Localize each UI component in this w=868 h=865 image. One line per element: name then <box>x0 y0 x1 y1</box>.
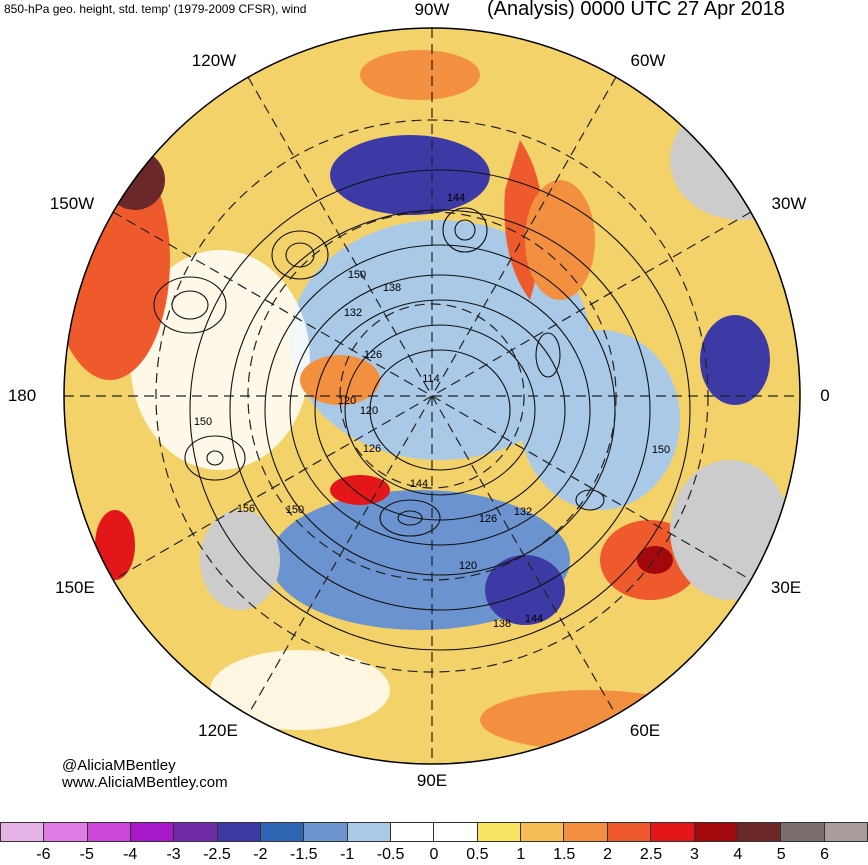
warm-anomaly <box>360 50 480 100</box>
map-title: 850-hPa geo. height, std. temp' (1979-20… <box>4 2 307 16</box>
lon-label-120e: 120E <box>198 721 238 740</box>
cold-anomaly <box>330 135 490 215</box>
cold-anomaly <box>290 220 590 460</box>
contour-label: 144 <box>525 613 543 625</box>
colorbar-swatch <box>44 822 88 842</box>
contour-label: 150 <box>652 444 670 456</box>
colorbar-swatch <box>304 822 348 842</box>
colorbar-label: 6 <box>820 846 830 863</box>
colorbar-label: -1 <box>340 846 355 863</box>
colorbar-label: -2.5 <box>203 846 231 863</box>
cold-anomaly <box>485 555 565 625</box>
colorbar-label: -0.5 <box>376 846 405 863</box>
credit-site: www.AliciaMBentley.com <box>62 774 228 791</box>
colorbar-swatch <box>347 822 392 842</box>
contour-label: 120 <box>360 405 378 417</box>
contour-label: 150 <box>286 504 304 516</box>
colorbar-swatch <box>737 822 782 842</box>
valid-time: (Analysis) 0000 UTC 27 Apr 2018 <box>487 0 785 20</box>
colorbar-label: -3 <box>166 846 181 863</box>
colorbar-labels: -6 -5 -4 -3 -2.5 -2 -1.5 -1 -0.5 0 0.5 1 1.5 2 2.5 3 4 5 6 <box>0 846 868 865</box>
colorbar-label: 1.5 <box>553 846 576 863</box>
colorbar-label: 1 <box>516 846 526 863</box>
map-boundary <box>63 27 801 765</box>
height-contours <box>153 169 691 651</box>
colorbar-swatch <box>217 822 262 842</box>
contour-label: 120 <box>338 395 356 407</box>
colorbar-swatch <box>694 822 738 842</box>
colorbar-swatch <box>521 822 565 842</box>
warm-anomaly <box>105 150 165 210</box>
colorbar-swatch <box>87 822 132 842</box>
neutral-region <box>210 650 390 730</box>
colorbar-label: -6 <box>36 846 51 863</box>
contour-label: 126 <box>479 513 497 525</box>
contour-label: 132 <box>514 506 532 518</box>
colorbar-swatch <box>174 822 218 842</box>
contour-label: 132 <box>344 307 362 319</box>
contour-label: 114 <box>422 373 440 385</box>
colorbar-label: 0 <box>429 846 439 863</box>
contour-label: 150 <box>348 269 366 281</box>
colorbar-swatch <box>781 822 825 842</box>
contour-label: 138 <box>493 618 511 630</box>
lon-label-150w: 150W <box>49 194 95 213</box>
lon-label-0: 0 <box>820 386 830 405</box>
colorbar-label: -2 <box>253 846 268 863</box>
colorbar-label: -1.5 <box>290 846 318 863</box>
lon-label-60e: 60E <box>629 721 661 740</box>
colorbar-swatch <box>651 822 695 842</box>
warm-anomaly <box>637 546 673 574</box>
contour-label: 120 <box>459 560 477 572</box>
colorbar-swatch <box>434 822 478 842</box>
colorbar-label: 4 <box>733 846 743 863</box>
lon-label-90w: 90W <box>414 0 450 19</box>
lon-label-90e: 90E <box>416 771 448 790</box>
colorbar-label: 3 <box>689 846 699 863</box>
contour-labels: 150 138 132 126 144 120 114 126 120 144 126 132 120 1… <box>194 192 670 630</box>
map-disc <box>64 28 800 764</box>
colorbar-label: 5 <box>776 846 786 863</box>
colorbar-label: 2.5 <box>639 846 663 863</box>
colorbar-swatch <box>607 822 652 842</box>
contour-label: 144 <box>410 478 428 490</box>
colorbar-label: 2 <box>603 846 613 863</box>
lon-label-60w: 60W <box>630 51 666 70</box>
warm-anomaly <box>525 180 595 300</box>
contour-label: 156 <box>237 503 255 515</box>
colorbar-swatch <box>131 822 175 842</box>
contour-label: 138 <box>383 282 401 294</box>
colorbar-swatch <box>261 822 305 842</box>
contour-label: 126 <box>364 349 382 361</box>
colorbar-label: 0.5 <box>466 846 489 863</box>
lon-label-120w: 120W <box>191 51 237 70</box>
colorbar-swatch <box>824 822 868 842</box>
warm-anomaly <box>95 510 135 580</box>
lon-label-30w: 30W <box>771 194 807 213</box>
contour-label: 144 <box>447 192 465 204</box>
colorbar-swatch <box>0 822 45 842</box>
land-mask <box>200 510 280 610</box>
temperature-anomaly-colorbar <box>0 822 868 844</box>
warm-anomaly <box>480 690 700 750</box>
colorbar-label: -4 <box>123 846 138 863</box>
lon-label-30e: 30E <box>770 578 802 597</box>
colorbar-label: -5 <box>79 846 94 863</box>
cold-anomaly <box>700 315 770 405</box>
colorbar-swatch <box>391 822 435 842</box>
warm-anomaly <box>300 355 380 405</box>
lon-label-180: 180 <box>7 386 37 405</box>
graticule <box>64 28 800 764</box>
contour-label: 150 <box>194 416 212 428</box>
cold-anomaly <box>520 330 680 510</box>
colorbar-swatch <box>477 822 522 842</box>
lon-label-150e: 150E <box>55 578 95 597</box>
colorbar-swatch <box>564 822 608 842</box>
warm-anomaly <box>330 475 390 505</box>
credit-handle: @AliciaMBentley <box>62 757 176 774</box>
contour-label: 126 <box>363 443 381 455</box>
